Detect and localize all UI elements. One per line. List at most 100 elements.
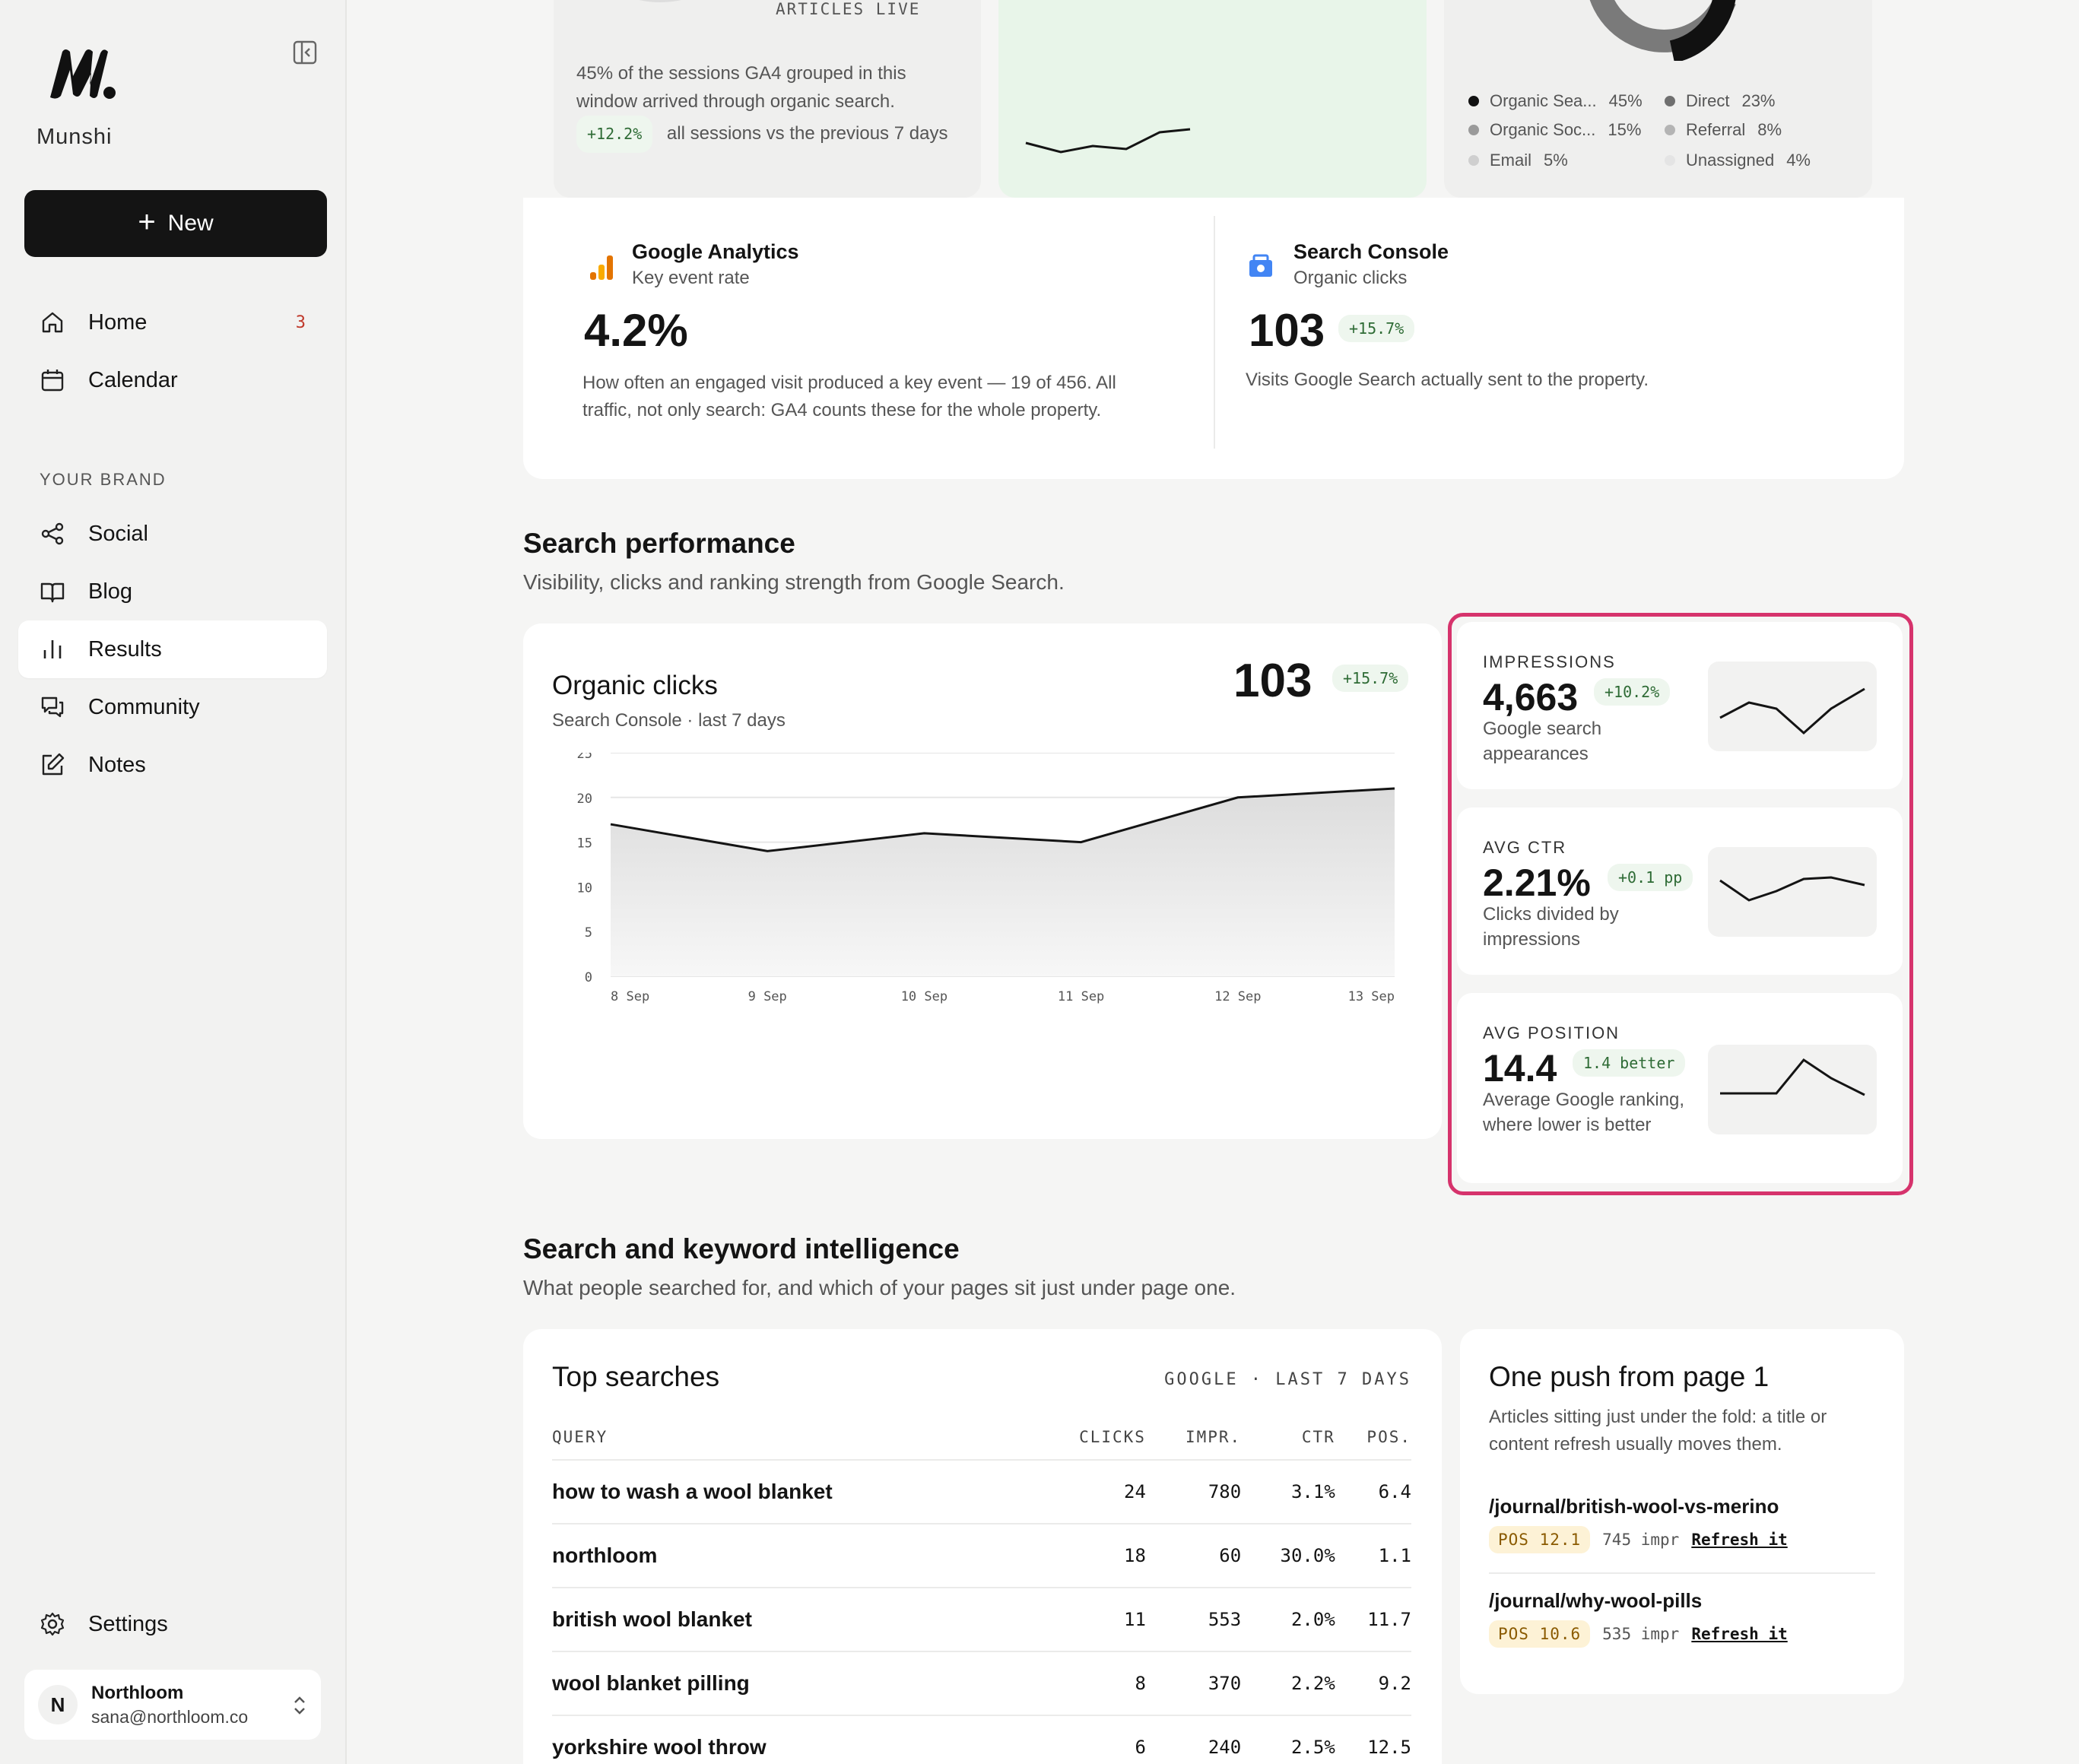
metric-label: IMPRESSIONS [1483,652,1616,671]
sparkline-box [1708,847,1877,937]
share-icon [41,522,64,545]
sidebar-item-calendar[interactable]: Calendar [18,351,327,409]
sidebar-item-results[interactable]: Results [18,620,327,678]
metric-description: Average Google ranking, where lower is b… [1483,1090,1685,1135]
push-path[interactable]: /journal/british-wool-vs-merino [1489,1495,1779,1518]
table-cell: 11.7 [1335,1588,1411,1652]
table-row[interactable]: how to wash a wool blanket 24 780 3.1% 6.4 [552,1460,1411,1524]
column-header-position[interactable]: POS. [1335,1414,1411,1461]
account-email: sana@northloom.co [91,1706,249,1727]
table-cell: 8 [1031,1651,1146,1716]
sidebar-item-label: Results [88,636,162,662]
x-tick-label: 9 Sep [748,989,787,1004]
search-performance-title: Search performance [523,528,795,559]
metric-description: Google search appearances [1483,719,1602,764]
refresh-link[interactable]: Refresh it [1691,1625,1788,1643]
articles-live-label: ARTICLES LIVE [776,0,921,18]
munshi-logo [50,49,116,99]
table-cell: 9.2 [1335,1651,1411,1716]
position-badge: POS 12.1 [1489,1526,1591,1553]
column-header-clicks[interactable]: CLICKS [1031,1414,1146,1461]
table-cell: wool blanket pilling [552,1651,1032,1716]
sidebar-item-home[interactable]: Home 3 [18,293,327,351]
y-tick-label: 20 [577,792,592,807]
refresh-link[interactable]: Refresh it [1691,1531,1788,1549]
edit-note-icon [42,753,65,776]
section-label-your-brand: YOUR BRAND [40,470,167,489]
ga-value: 4.2% [584,305,688,356]
sidebar-item-settings[interactable]: Settings [18,1595,327,1653]
table-cell: 1.1 [1335,1524,1411,1588]
clicks-card-subtitle: Search Console · last 7 days [552,710,786,731]
account-name: Northloom [91,1682,184,1703]
organic-share-text: 45% of the sessions GA4 grouped in this … [576,59,964,153]
legend-item: Organic Sea... 45% [1468,91,1643,111]
sc-subtitle: Organic clicks [1293,268,1408,288]
new-button[interactable]: + New [24,190,327,257]
table-cell: british wool blanket [552,1588,1032,1652]
metric-delta-chip: +10.2% [1594,678,1671,706]
sidebar: Munshi + New Home 3 Calendar YOUR BRAND … [0,0,347,1764]
table-row[interactable]: british wool blanket 11 553 2.0% 11.7 [552,1588,1411,1652]
legend-dot [1468,96,1479,106]
sc-description: Visits Google Search actually sent to th… [1246,370,1649,390]
legend-dot [1468,125,1479,135]
table-cell: 11 [1031,1588,1146,1652]
plus-icon: + [138,205,156,239]
chevron-up-down-icon [294,1696,305,1715]
column-header-impressions[interactable]: IMPR. [1145,1414,1242,1461]
sidebar-item-label: Community [88,694,200,719]
collapse-sidebar-icon[interactable] [292,40,318,65]
kpi-card: Google Analytics Key event rate 4.2% How… [523,198,1904,479]
ga-description: How often an engaged visit produced a ke… [582,373,1116,420]
avg-ctr-card: AVG CTR 2.21% +0.1 pp Clicks divided by … [1457,807,1903,975]
organic-share-card: ARTICLES LIVE 45% of the sessions GA4 gr… [554,0,981,198]
x-tick-label: 12 Sep [1214,989,1261,1004]
top-searches-table: QUERY CLICKS IMPR. CTR POS. how to wash … [552,1414,1411,1764]
column-header-ctr[interactable]: CTR [1241,1414,1335,1461]
legend-item: Referral 8% [1665,120,1782,140]
legend-item: Organic Soc... 15% [1468,120,1641,140]
column-header-query[interactable]: QUERY [552,1414,1032,1461]
table-cell: 2.2% [1241,1651,1335,1716]
sidebar-item-blog[interactable]: Blog [18,563,327,620]
metric-delta-chip: +0.1 pp [1608,864,1693,891]
table-row[interactable]: wool blanket pilling 8 370 2.2% 9.2 [552,1651,1411,1716]
table-cell: 30.0% [1241,1524,1335,1588]
table-header-row: QUERY CLICKS IMPR. CTR POS. [552,1414,1411,1461]
legend-item: Email 5% [1468,151,1568,170]
push-path[interactable]: /journal/why-wool-pills [1489,1589,1703,1612]
sidebar-item-label: Social [88,521,148,546]
sc-delta-chip: +15.7% [1338,315,1415,342]
table-row[interactable]: yorkshire wool throw 6 240 2.5% 12.5 [552,1715,1411,1764]
avatar: N [38,1685,78,1724]
bar-chart-icon [43,640,62,658]
metric-delta-chip: 1.4 better [1573,1049,1686,1077]
organic-clicks-chart: 0 5 10 15 20 25 8 Sep 9 Sep 10 Sep 11 Sep 12 Sep 13… [577,753,1395,1004]
position-sparkline [1720,1058,1865,1096]
sidebar-item-label: Home [88,309,148,335]
push-subtitle: Articles sitting just under the fold: a … [1489,1407,1827,1455]
position-badge: POS 10.6 [1489,1620,1591,1648]
sidebar-item-community[interactable]: Community [18,678,327,736]
keywords-title: Search and keyword intelligence [523,1233,960,1264]
clicks-card-title: Organic clicks [552,671,718,700]
sidebar-item-notes[interactable]: Notes [18,736,327,794]
area-fill [611,788,1395,976]
account-switcher[interactable]: N Northloom sana@northloom.co [24,1670,321,1740]
list-item: /journal/why-wool-pills POS 10.6 535 imp… [1489,1589,1875,1648]
sidebar-item-social[interactable]: Social [18,505,327,563]
organic-clicks-card: Organic clicks Search Console · last 7 d… [523,623,1442,1139]
top-searches-title: Top searches [552,1361,720,1392]
legend-label: Referral [1686,120,1746,139]
impressions-sparkline [1719,687,1865,735]
legend-pct: 4% [1786,151,1811,170]
legend-dot [1665,155,1675,166]
x-tick-label: 10 Sep [901,989,947,1004]
channel-mix-card: Organic Sea... 45% Direct 23% Organic Soc.… [1444,0,1872,198]
new-button-label: New [167,211,214,236]
organic-share-sentence: 45% of the sessions GA4 grouped in this … [576,63,906,112]
legend-item: Unassigned 4% [1665,151,1811,170]
table-cell: 370 [1145,1651,1242,1716]
table-row[interactable]: northloom 18 60 30.0% 1.1 [552,1524,1411,1588]
